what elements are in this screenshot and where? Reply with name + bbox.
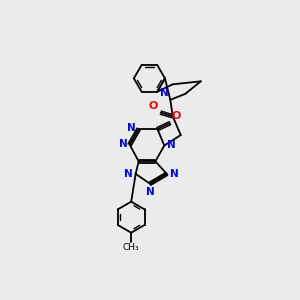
Text: N: N xyxy=(167,140,176,150)
Text: O: O xyxy=(149,101,158,111)
Text: O: O xyxy=(172,111,181,121)
Text: CH₃: CH₃ xyxy=(123,243,140,252)
Text: N: N xyxy=(118,139,127,149)
Text: N: N xyxy=(124,169,133,179)
Text: N: N xyxy=(160,88,169,98)
Text: N: N xyxy=(146,187,155,197)
Text: N: N xyxy=(127,123,136,133)
Text: N: N xyxy=(170,169,178,179)
